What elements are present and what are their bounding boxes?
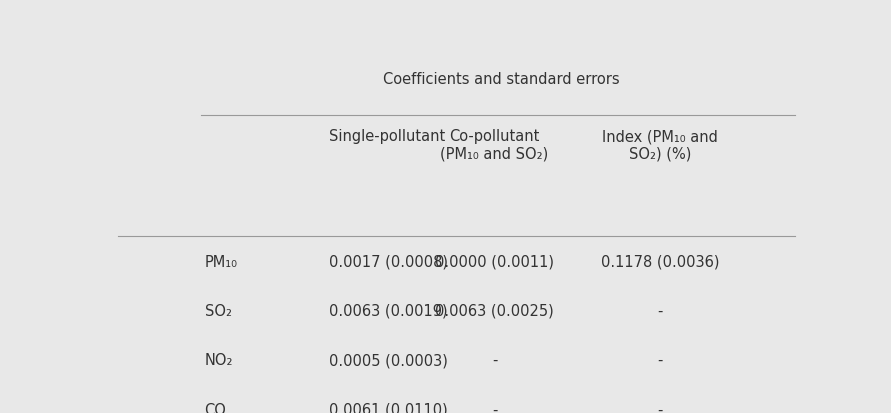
Text: SO₂: SO₂ [205, 304, 232, 319]
Text: 0.0063 (0.0025): 0.0063 (0.0025) [435, 304, 554, 319]
Text: 0.0000 (0.0011): 0.0000 (0.0011) [435, 255, 554, 270]
Text: -: - [492, 403, 497, 413]
Text: Single-pollutant: Single-pollutant [329, 129, 446, 144]
Text: 0.0017 (0.0008): 0.0017 (0.0008) [329, 255, 448, 270]
Text: 0.0061 (0.0110): 0.0061 (0.0110) [329, 403, 447, 413]
Text: 0.1178 (0.0036): 0.1178 (0.0036) [601, 255, 720, 270]
Text: Co-pollutant
(PM₁₀ and SO₂): Co-pollutant (PM₁₀ and SO₂) [440, 129, 549, 161]
Text: PM₁₀: PM₁₀ [205, 255, 238, 270]
Text: 0.0063 (0.0019): 0.0063 (0.0019) [329, 304, 447, 319]
Text: -: - [658, 304, 663, 319]
Text: -: - [492, 353, 497, 368]
Text: Index (PM₁₀ and
SO₂) (%): Index (PM₁₀ and SO₂) (%) [602, 129, 718, 161]
Text: NO₂: NO₂ [205, 353, 233, 368]
Text: -: - [658, 403, 663, 413]
Text: -: - [658, 353, 663, 368]
Text: Coefficients and standard errors: Coefficients and standard errors [383, 72, 620, 87]
Text: 0.0005 (0.0003): 0.0005 (0.0003) [329, 353, 448, 368]
Text: CO: CO [205, 403, 226, 413]
